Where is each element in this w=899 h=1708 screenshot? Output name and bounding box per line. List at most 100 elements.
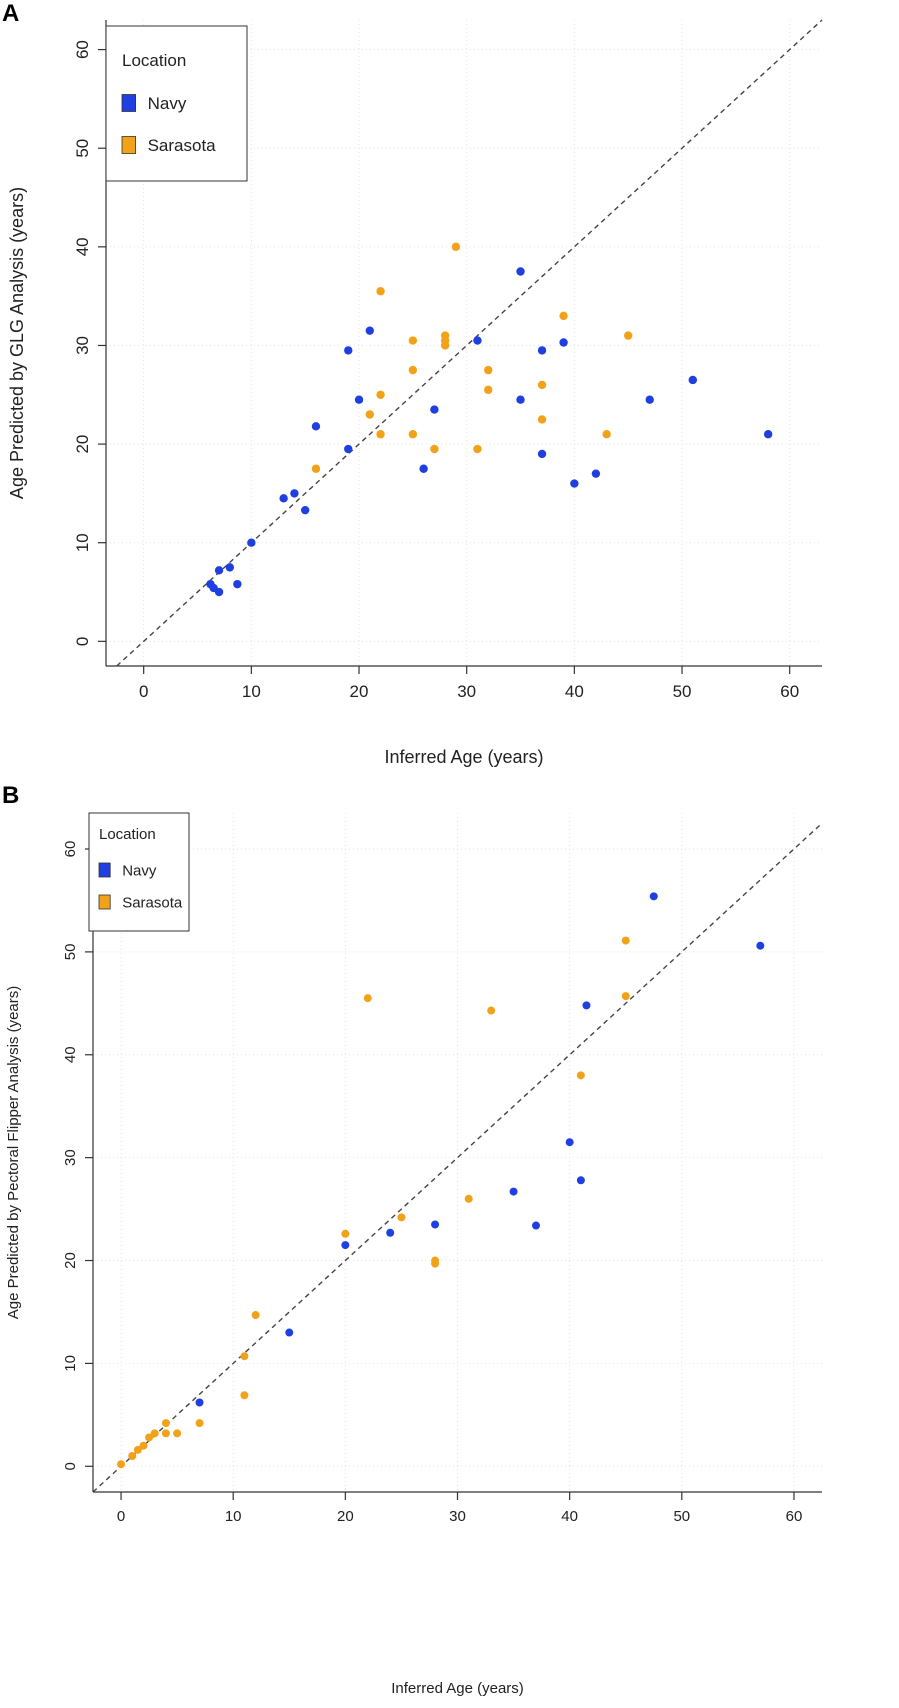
x-tick-label: 30 [457, 682, 476, 701]
data-point-sarasota [602, 430, 611, 439]
data-point-navy [247, 538, 256, 547]
legend-entry-navy: Navy [122, 862, 157, 879]
data-point-navy [365, 326, 374, 335]
data-point-navy [565, 1138, 574, 1147]
data-point-sarasota [397, 1213, 406, 1222]
panel-a: A 0 10 20 30 40 50 60 0 10 20 30 40 50 60 Inferred Age… [0, 0, 899, 790]
data-point-navy [509, 1187, 518, 1196]
data-point-navy [386, 1228, 395, 1237]
data-point-navy [354, 395, 364, 404]
legend-swatch-navy [98, 862, 111, 878]
y-tick-label: 40 [73, 237, 92, 256]
y-tick-label: 0 [62, 1462, 79, 1470]
data-point-navy [344, 346, 353, 355]
x-tick-label: 40 [565, 682, 584, 701]
data-point-navy [279, 494, 288, 503]
data-point-navy [570, 479, 579, 488]
legend-swatch-navy [121, 94, 137, 112]
data-point-sarasota [408, 365, 418, 375]
y-axis-title: Age Predicted by GLG Analysis (years) [7, 187, 27, 499]
data-point-navy [645, 395, 654, 404]
data-point-navy [763, 430, 773, 439]
data-point-navy [516, 395, 525, 404]
data-point-sarasota [408, 336, 418, 345]
x-tick-label: 60 [786, 1508, 803, 1525]
legend-swatch-sarasota [98, 894, 111, 910]
legend-entry-sarasota: Sarasota [148, 136, 217, 155]
identity-reference-line [92, 822, 823, 1493]
data-point-sarasota [240, 1391, 249, 1400]
y-tick-label: 40 [62, 1046, 79, 1063]
data-point-navy [576, 1176, 585, 1185]
data-point-sarasota [195, 1419, 204, 1428]
data-point-navy [756, 941, 765, 950]
data-point-sarasota [621, 992, 630, 1001]
data-point-navy [290, 489, 299, 498]
panel-b: B 0 10 20 30 40 50 60 0 10 20 30 40 50 60 Inferred Age… [0, 782, 899, 1708]
data-point-sarasota [487, 1006, 496, 1015]
data-point-sarasota [240, 1352, 249, 1361]
legend-entry-sarasota: Sarasota [122, 894, 183, 911]
data-point-navy [214, 566, 224, 575]
y-tick-label: 0 [73, 637, 92, 646]
data-point-sarasota [161, 1419, 170, 1428]
data-point-navy [591, 469, 601, 478]
legend-title: Location [122, 51, 186, 70]
x-tick-label: 60 [780, 682, 799, 701]
x-tick-label: 50 [673, 1508, 690, 1525]
data-point-navy [582, 1001, 591, 1010]
y-tick-label: 20 [73, 435, 92, 454]
data-point-navy [559, 338, 568, 347]
x-tick-label: 10 [242, 682, 261, 701]
y-axis-title: Age Predicted by Pectoral Flipper Analys… [5, 986, 22, 1319]
data-point-sarasota [430, 444, 439, 454]
y-tick-label: 60 [73, 40, 92, 59]
data-point-sarasota [484, 365, 493, 375]
data-point-navy [688, 375, 697, 385]
y-tick-label: 30 [62, 1149, 79, 1166]
x-tick-label: 20 [350, 682, 369, 701]
data-point-sarasota [173, 1429, 182, 1438]
data-point-navy [225, 563, 235, 572]
data-point-sarasota [311, 464, 321, 473]
data-point-navy [233, 579, 242, 589]
data-point-sarasota [484, 385, 493, 395]
data-point-navy [341, 1241, 350, 1250]
data-point-sarasota [376, 430, 385, 439]
y-tick-label: 20 [62, 1252, 79, 1269]
data-point-navy [419, 464, 428, 473]
data-point-navy [430, 405, 439, 414]
data-point-navy [649, 892, 658, 901]
data-point-navy [214, 587, 224, 597]
x-tick-label: 20 [337, 1508, 354, 1525]
x-tick-label: 30 [449, 1508, 466, 1525]
data-point-sarasota [251, 1311, 260, 1320]
data-point-sarasota [161, 1429, 170, 1438]
panel-label-a: A [2, 0, 20, 27]
data-point-sarasota [537, 415, 547, 424]
data-point-sarasota [440, 341, 450, 350]
data-point-sarasota [473, 444, 482, 454]
data-point-navy [473, 336, 482, 345]
data-point-sarasota [133, 1445, 142, 1454]
data-point-sarasota [150, 1429, 159, 1438]
x-axis-title: Inferred Age (years) [391, 1680, 524, 1697]
legend-swatch-sarasota [121, 136, 137, 154]
data-point-navy [311, 422, 321, 431]
data-point-sarasota [365, 410, 374, 419]
legend-title: Location [99, 826, 156, 843]
data-point-sarasota [363, 994, 372, 1003]
x-axis-title: Inferred Age (years) [384, 747, 543, 767]
identity-reference-line [116, 19, 823, 667]
data-point-sarasota [621, 936, 630, 945]
data-point-sarasota [623, 331, 633, 340]
x-tick-label: 50 [673, 682, 692, 701]
data-point-navy [195, 1398, 204, 1407]
y-tick-label: 10 [62, 1355, 79, 1372]
x-tick-label: 10 [225, 1508, 242, 1525]
data-point-navy [300, 505, 310, 515]
chart-b: 0 10 20 30 40 50 60 0 10 20 30 40 50 60 Inferred Age (… [5, 812, 823, 1697]
y-tick-label: 50 [62, 944, 79, 961]
data-point-navy [344, 444, 353, 454]
x-tick-label: 40 [561, 1508, 578, 1525]
